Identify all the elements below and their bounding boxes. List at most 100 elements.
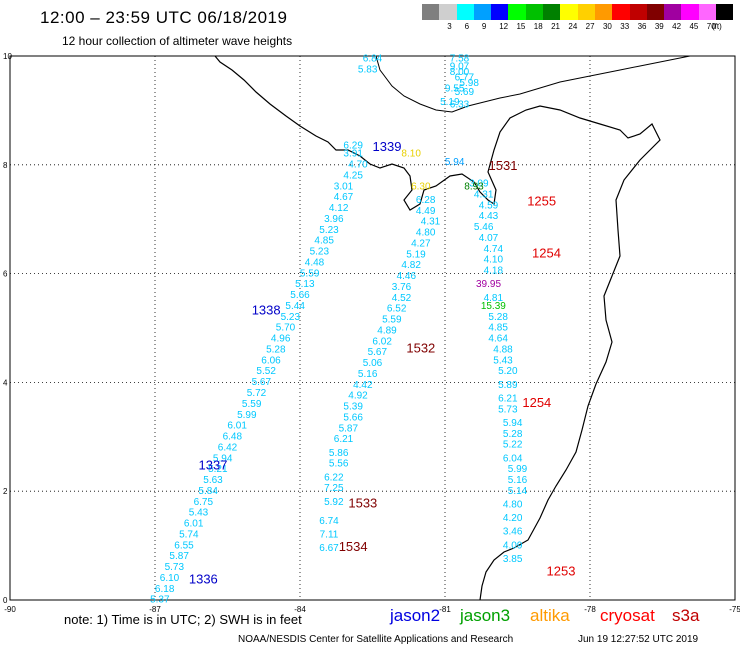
y-tick-label: 4 — [3, 378, 8, 387]
satellite-pass-id: 1531 — [489, 158, 518, 173]
generated-timestamp: Jun 19 12:27:52 UTC 2019 — [578, 634, 699, 645]
legend-cryosat: cryosat — [600, 606, 655, 625]
wave-height-value: 5.13 — [295, 279, 315, 290]
colorbar-swatch: 21 — [543, 4, 561, 31]
map-subtitle: 12 hour collection of altimeter wave hei… — [62, 34, 293, 48]
wave-height-value: 8.00 — [450, 67, 470, 78]
wave-height-value: 4.43 — [479, 211, 499, 222]
colorbar-swatch: 27 — [577, 4, 595, 31]
x-tick-label: -78 — [584, 605, 596, 614]
wave-height-value: 4.46 — [397, 271, 417, 282]
satellite-pass-id: 1254 — [522, 395, 551, 410]
wave-height-value: 4.64 — [488, 334, 508, 345]
wave-height-value: 4.88 — [493, 344, 513, 355]
colorbar-tick-label: 21 — [551, 22, 560, 31]
y-tick-label: 2 — [3, 487, 8, 496]
wave-height-value: 6.29 — [343, 140, 363, 151]
wave-height-value: 5.74 — [179, 529, 199, 540]
legend-jason3: jason3 — [460, 606, 511, 625]
wave-height-value: 7.58 — [450, 53, 470, 64]
wave-height-value: 6.21 — [334, 434, 354, 445]
wave-height-value: 5.43 — [189, 508, 209, 519]
map-frame — [9, 55, 736, 601]
colorbar-swatch: 30 — [594, 4, 613, 31]
wave-height-value: 6.28 — [416, 195, 436, 206]
satellite-pass-id: 1339 — [373, 139, 402, 154]
wave-height-value: 5.39 — [343, 402, 363, 413]
wave-height-value: 6.01 — [184, 519, 204, 530]
wave-height-value: 4.82 — [401, 260, 421, 271]
colorbar-tick-label: 6 — [464, 22, 470, 31]
x-tick-label: -75 — [729, 605, 740, 614]
wave-height-value: 6.21 — [498, 393, 518, 404]
wave-height-value: 5.20 — [498, 366, 518, 377]
colorbar-swatch: 24 — [560, 4, 578, 31]
wave-height-value: 4.12 — [329, 203, 349, 214]
colorbar-swatch: 70 — [698, 4, 717, 31]
colorbar-swatch: 9 — [473, 4, 492, 31]
wave-height-value: 9.07 — [450, 62, 470, 73]
wave-height-value: 3.76 — [392, 282, 412, 293]
wave-height-value: 5.52 — [256, 366, 276, 377]
wave-height-value: 5.86 — [329, 448, 349, 459]
wave-height-value: 5.23 — [319, 225, 339, 236]
wave-height-value: 6.22 — [324, 472, 344, 483]
wave-height-value: 5.87 — [169, 551, 189, 562]
colorbar-swatch: 45 — [681, 4, 699, 31]
wave-height-value: 5.28 — [488, 312, 508, 323]
wave-height-colorbar: 3 6 9 12 15 18 21 24 27 30 33 36 39 42 45 70 — [422, 4, 734, 31]
wave-height-value: 5.22 — [503, 440, 523, 451]
wave-height-value: 5.23 — [310, 247, 330, 258]
wave-height-value: 5.14 — [508, 486, 528, 497]
wave-height-value: 6.75 — [194, 497, 214, 508]
wave-height-value: 6.04 — [503, 453, 523, 464]
wave-height-value: 6.77 — [455, 72, 475, 83]
wave-height-value: 6.06 — [261, 355, 281, 366]
wave-height-value: 8.10 — [401, 149, 421, 160]
colorbar-tick-label: 42 — [672, 22, 682, 31]
wave-height-value: 5.84 — [198, 486, 218, 497]
wave-height-value: 4.18 — [484, 266, 504, 277]
satellite-pass-id: 1532 — [406, 340, 435, 355]
wave-height-value: 4.96 — [271, 334, 291, 345]
colorbar-tick-label: 9 — [481, 22, 487, 31]
colorbar-swatch: 12 — [491, 4, 509, 31]
satellite-pass-id: 1254 — [532, 245, 561, 260]
colorbar-tick-label: 30 — [602, 22, 612, 31]
wave-height-value: 4.20 — [503, 513, 523, 524]
wave-height-value: 5.43 — [493, 355, 513, 366]
wave-height-value: 5.19 — [440, 97, 460, 108]
wave-height-value: 5.56 — [329, 459, 349, 470]
wave-height-value: 5.73 — [165, 562, 185, 573]
wave-height-value: 5.94 — [445, 157, 465, 168]
colorbar-swatch: 15 — [508, 4, 526, 31]
colorbar-tick-label: 18 — [533, 22, 543, 31]
wave-height-value: 5.94 — [213, 453, 233, 464]
colorbar-tick-label: 15 — [516, 22, 526, 31]
wave-height-value: 5.59 — [300, 268, 320, 279]
wave-height-value: 4.89 — [377, 325, 397, 336]
legend-s3a: s3a — [672, 606, 700, 625]
wave-height-value: 5.44 — [285, 301, 305, 312]
colorbar-tick-label: 12 — [499, 22, 509, 31]
wave-height-value: 5.59 — [242, 399, 262, 410]
colorbar-swatch: 33 — [612, 4, 630, 31]
wave-height-value: 4.67 — [334, 192, 354, 203]
wave-height-value: 6.01 — [227, 421, 247, 432]
wave-height-value: 4.74 — [484, 244, 504, 255]
wave-height-value: 6.67 — [319, 543, 339, 554]
wave-height-value: 6.02 — [372, 336, 392, 347]
wave-height-value: 4.25 — [343, 170, 363, 181]
wave-height-value: 4.27 — [411, 238, 431, 249]
x-tick-label: -84 — [294, 605, 306, 614]
wave-height-value: 5.99 — [237, 410, 257, 421]
wave-height-value: 4.80 — [503, 500, 523, 511]
colorbar-swatch — [716, 4, 734, 20]
colorbar-tick-label: 70 — [706, 22, 716, 31]
wave-height-value: 5.66 — [343, 412, 363, 423]
satellite-pass-id: 1336 — [189, 572, 218, 587]
wave-height-value: 6.33 — [450, 100, 470, 111]
colorbar-tick-label: 36 — [637, 22, 647, 31]
colorbar-tick-label: 3 — [447, 22, 452, 31]
wave-height-value: 7.11 — [320, 529, 339, 540]
